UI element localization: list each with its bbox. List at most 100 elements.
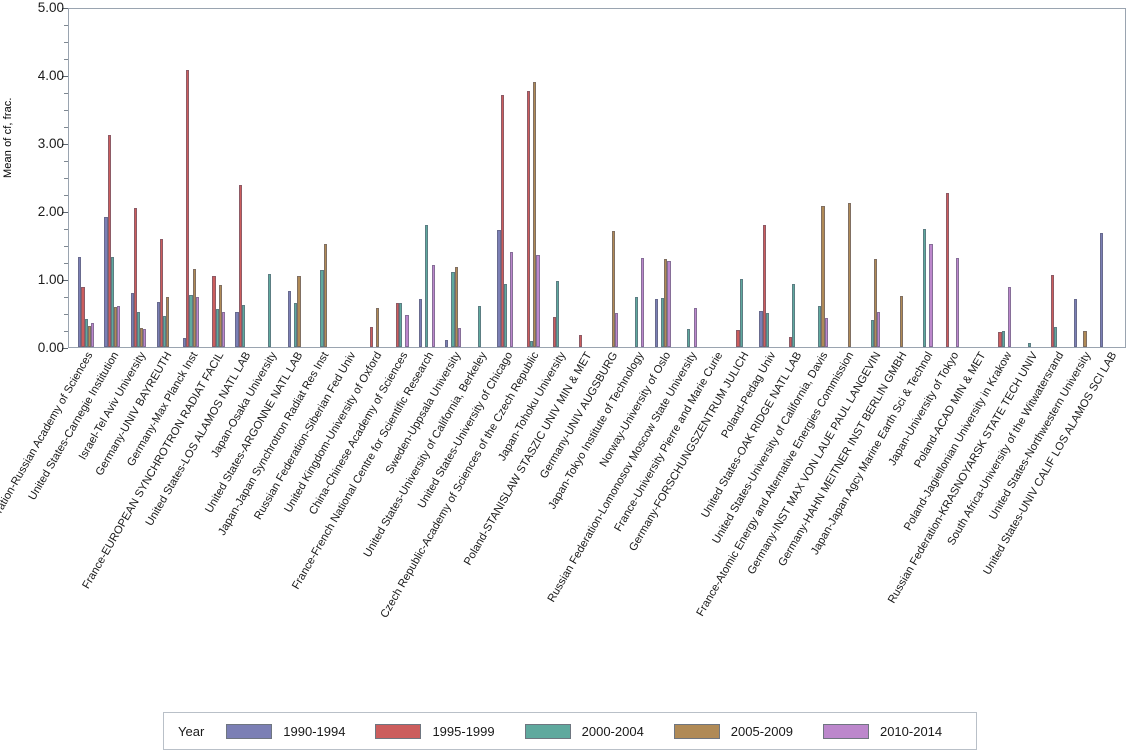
bar bbox=[899, 296, 904, 347]
bar-group bbox=[1069, 9, 1095, 347]
y-tick-minor bbox=[64, 42, 68, 43]
bar bbox=[136, 311, 141, 347]
legend-entry[interactable]: 1995-1999 bbox=[375, 723, 495, 739]
bar bbox=[117, 306, 121, 347]
bar bbox=[765, 313, 769, 347]
bar bbox=[110, 256, 114, 347]
bar bbox=[320, 270, 324, 347]
y-tick-minor bbox=[64, 93, 68, 94]
legend-entry[interactable]: 1990-1994 bbox=[226, 723, 346, 739]
bar bbox=[556, 281, 560, 347]
bar bbox=[156, 302, 160, 347]
bar bbox=[533, 81, 537, 347]
bar bbox=[78, 256, 82, 347]
y-tick-major bbox=[62, 144, 68, 145]
bar bbox=[143, 329, 147, 347]
bar-group bbox=[361, 9, 387, 347]
bar bbox=[503, 284, 507, 347]
bar-group bbox=[938, 9, 964, 347]
y-tick-minor bbox=[64, 297, 68, 298]
y-tick-minor bbox=[64, 263, 68, 264]
bar bbox=[297, 276, 301, 347]
bar bbox=[163, 315, 167, 347]
bar bbox=[946, 192, 950, 347]
bar bbox=[192, 268, 196, 347]
bar bbox=[1073, 299, 1078, 347]
bar bbox=[81, 287, 85, 347]
bar bbox=[667, 260, 671, 347]
bar bbox=[847, 202, 851, 347]
bar-group bbox=[780, 9, 806, 347]
bar-group bbox=[597, 9, 623, 347]
bar bbox=[641, 257, 645, 347]
bar-group bbox=[283, 9, 309, 347]
bar bbox=[418, 298, 422, 347]
legend-label: 1990-1994 bbox=[283, 723, 346, 739]
bar bbox=[1054, 326, 1058, 347]
legend: Year 1990-1994 1995-1999 2000-2004 2005-200… bbox=[163, 712, 977, 750]
bar bbox=[431, 265, 435, 347]
bar-group bbox=[833, 9, 859, 347]
legend-swatch bbox=[822, 723, 869, 739]
bar bbox=[821, 206, 825, 347]
y-tick-label: 5.00 bbox=[37, 0, 64, 15]
bar bbox=[660, 298, 665, 347]
y-tick-minor bbox=[64, 178, 68, 179]
bar bbox=[762, 225, 766, 347]
bar-group bbox=[152, 9, 178, 347]
bar-group bbox=[1095, 9, 1121, 347]
y-tick-minor bbox=[64, 331, 68, 332]
bar-group bbox=[99, 9, 125, 347]
legend-entry[interactable]: 2010-2014 bbox=[822, 723, 943, 739]
bar bbox=[739, 279, 743, 347]
bar bbox=[182, 338, 187, 347]
legend-title: Year bbox=[178, 723, 205, 739]
bar bbox=[186, 70, 190, 347]
bar bbox=[444, 339, 449, 347]
y-tick-label: 1.00 bbox=[37, 272, 64, 287]
legend-entry[interactable]: 2005-2009 bbox=[673, 723, 793, 739]
bar bbox=[955, 257, 959, 347]
bar-group bbox=[125, 9, 151, 347]
bar bbox=[395, 303, 399, 347]
bar-group bbox=[1043, 9, 1069, 347]
bar bbox=[323, 243, 327, 347]
bar bbox=[929, 244, 933, 347]
bar bbox=[824, 317, 828, 347]
bar-group bbox=[492, 9, 518, 347]
bar bbox=[759, 310, 763, 347]
bar bbox=[611, 231, 615, 347]
bar bbox=[693, 307, 697, 347]
legend-entry[interactable]: 2000-2004 bbox=[524, 723, 644, 739]
bar bbox=[536, 254, 540, 347]
bar bbox=[791, 284, 796, 347]
y-tick-major bbox=[62, 280, 68, 281]
bar bbox=[614, 313, 619, 347]
bar bbox=[90, 322, 95, 347]
bar-group bbox=[964, 9, 990, 347]
bar bbox=[215, 308, 219, 347]
bar-group bbox=[466, 9, 492, 347]
bar-group bbox=[178, 9, 204, 347]
bar bbox=[87, 325, 91, 347]
y-tick-label: 4.00 bbox=[37, 68, 64, 83]
y-tick-major bbox=[62, 76, 68, 77]
bar-group bbox=[702, 9, 728, 347]
bar bbox=[107, 134, 111, 347]
bar bbox=[1007, 287, 1012, 347]
bar bbox=[405, 315, 409, 347]
bar-group bbox=[676, 9, 702, 347]
bar-group bbox=[73, 9, 99, 347]
legend-swatch bbox=[226, 723, 273, 739]
plot-area bbox=[68, 8, 1126, 348]
y-tick-label: 0.00 bbox=[37, 340, 64, 355]
bar bbox=[425, 224, 429, 347]
bar-group bbox=[728, 9, 754, 347]
legend-swatch bbox=[375, 723, 422, 739]
bars-layer bbox=[69, 9, 1125, 347]
y-tick-major bbox=[62, 8, 68, 9]
legend-label: 2010-2014 bbox=[879, 723, 943, 739]
bar-group bbox=[230, 9, 256, 347]
bar bbox=[238, 185, 242, 347]
bar bbox=[870, 319, 874, 347]
